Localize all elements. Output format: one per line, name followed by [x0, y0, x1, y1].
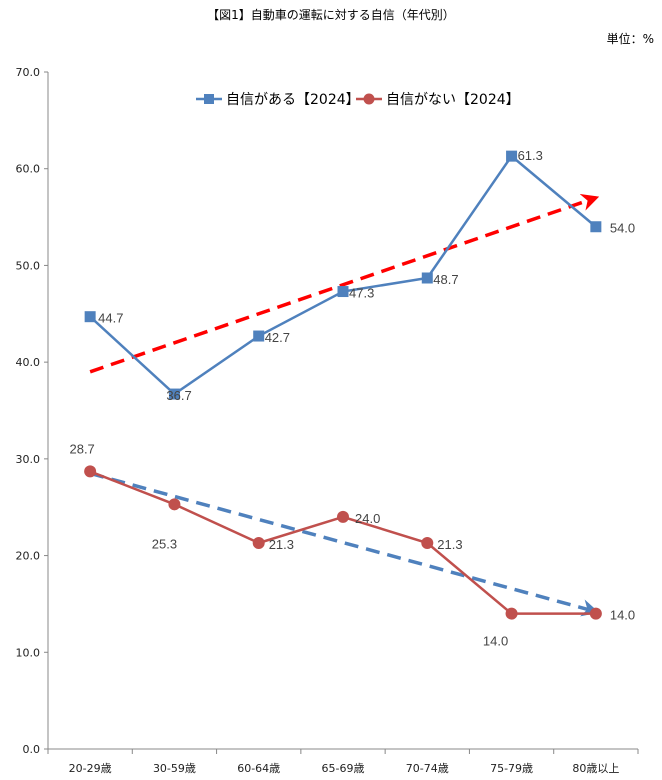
y-tick-label: 10.0 [16, 646, 41, 659]
data-point-marker [590, 221, 602, 233]
series-line [89, 154, 597, 396]
y-tick-label: 40.0 [16, 356, 41, 369]
x-tick-label: 20-29歳 [69, 762, 112, 775]
data-point-marker [337, 510, 349, 523]
data-label: 14.0 [483, 634, 508, 649]
data-label: 61.3 [518, 148, 543, 163]
y-tick-label: 50.0 [16, 259, 41, 272]
legend-label: 自信がない【2024】 [386, 92, 520, 108]
chart-title: 【図1】自動車の運転に対する自信（年代別） [207, 8, 455, 22]
x-tick-label: 80歳以上 [572, 762, 619, 775]
data-label: 21.3 [437, 537, 462, 552]
data-label: 54.0 [610, 221, 635, 236]
data-point-marker [421, 536, 434, 549]
x-tick-label: 70-74歳 [406, 762, 449, 775]
legend-label: 自信がある【2024】 [226, 92, 360, 108]
legend-swatch-marker [204, 94, 214, 104]
data-label: 44.7 [98, 311, 123, 326]
data-point-marker [421, 272, 433, 284]
data-point-marker [253, 330, 265, 342]
data-label: 42.7 [265, 330, 290, 345]
data-label: 48.7 [433, 272, 458, 287]
y-tick-label: 60.0 [16, 163, 41, 176]
data-label: 24.0 [355, 511, 380, 526]
data-label: 21.3 [269, 537, 294, 552]
legend-swatch-marker [363, 93, 375, 105]
data-point-marker [589, 607, 602, 620]
data-point-marker [84, 465, 97, 478]
data-label: 36.7 [166, 388, 191, 403]
data-point-marker [168, 498, 181, 511]
series-group: 44.7 36.7 42.7 47.3 48.7 61.3 54.0 28.7 25.3 21.3… [69, 148, 635, 648]
data-point-marker [84, 311, 96, 323]
data-point-marker [337, 286, 349, 298]
data-point-marker [252, 536, 265, 549]
x-tick-label: 60-64歳 [237, 762, 280, 775]
x-tick-label: 75-79歳 [490, 762, 533, 775]
y-tick-label: 0.0 [23, 743, 41, 756]
unit-label: 単位：% [606, 32, 654, 46]
data-label: 28.7 [69, 441, 94, 456]
y-tick-label: 30.0 [16, 453, 41, 466]
x-tick-label: 30-59歳 [153, 762, 196, 775]
data-label: 25.3 [152, 536, 177, 551]
chart-axes: 0.0 10.0 20.0 30.0 40.0 50.0 60.0 70.0 20-29歳 30-… [16, 66, 639, 775]
data-label: 47.3 [349, 286, 374, 301]
chart-legend: 自信がある【2024】 自信がない【2024】 [196, 92, 520, 108]
trend-arrows [89, 194, 600, 617]
y-tick-label: 70.0 [16, 66, 41, 79]
trend-arrow [89, 194, 600, 374]
data-point-marker [168, 388, 180, 400]
x-tick-label: 65-69歳 [322, 762, 365, 775]
data-point-marker [505, 607, 518, 620]
data-label: 14.0 [610, 608, 635, 623]
y-tick-label: 20.0 [16, 550, 41, 563]
data-point-marker [506, 150, 518, 162]
